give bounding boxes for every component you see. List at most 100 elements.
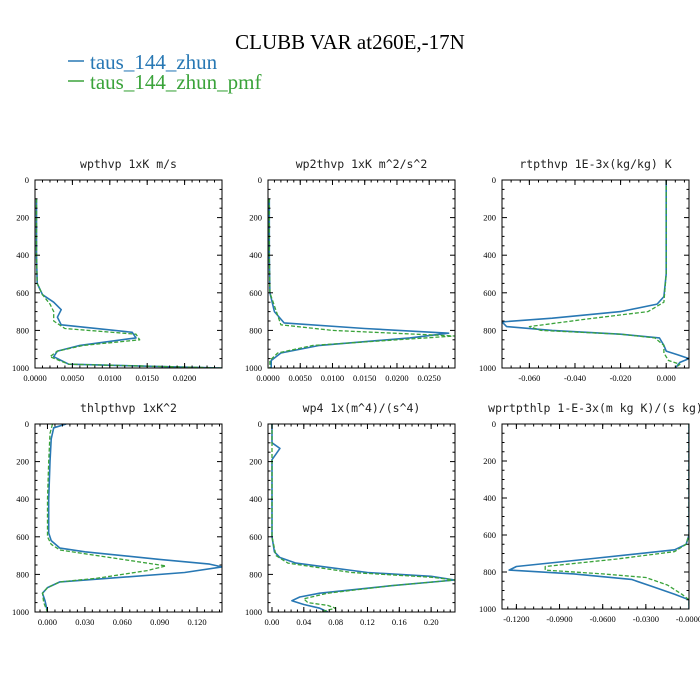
y-tick-label: 800	[483, 567, 496, 577]
panel-title: wprtpthlp 1-E-3x(m kg K)/(s kg)	[488, 401, 700, 415]
x-tick-label: 0.0100	[321, 373, 344, 383]
legend-label-1: taus_144_zhun	[90, 50, 218, 74]
panel-title: wpthvp 1xK m/s	[80, 157, 177, 171]
y-tick-label: 200	[249, 457, 262, 467]
series-line-1	[41, 424, 222, 612]
y-tick-label: 800	[16, 569, 29, 579]
y-tick-label: 800	[483, 325, 496, 335]
x-tick-label: 0.0000	[23, 373, 46, 383]
legend-label-2: taus_144_zhun_pmf	[90, 70, 261, 94]
y-tick-label: 400	[16, 250, 29, 260]
series-line-2	[544, 424, 689, 609]
y-tick-label: 600	[16, 288, 29, 298]
x-tick-label: -0.0900	[546, 614, 572, 624]
panel-3: rtpthvp 1E-3x(kg/kg) K 0 200 400 600 800 1000 -…	[479, 157, 690, 383]
y-tick-label: 200	[483, 213, 496, 223]
panel-title: wp4 1x(m^4)/(s^4)	[303, 401, 421, 415]
plot-frame	[34, 179, 223, 369]
y-tick-label: 600	[249, 532, 262, 542]
y-tick-label: 0	[25, 419, 29, 429]
y-tick-label: 600	[483, 530, 496, 540]
x-tick-label: 0.00	[265, 617, 280, 627]
y-tick-label: 200	[483, 456, 496, 466]
x-tick-label: 0.120	[188, 617, 207, 627]
series-line-1	[508, 424, 689, 609]
panel-2: wp2thvp 1xK m^2/s^2020040060080010000.00…	[245, 157, 456, 383]
x-tick-label: -0.0000	[676, 614, 700, 624]
x-tick-label: 0.04	[296, 617, 312, 627]
y-tick-label: 1000	[245, 363, 262, 373]
y-tick-label: 0	[258, 419, 262, 429]
panel-title: wp2thvp 1xK m^2/s^2	[296, 157, 428, 171]
x-tick-label: 0.0150	[353, 373, 376, 383]
y-tick-label: 600	[249, 288, 262, 298]
x-tick-label: -0.020	[610, 373, 632, 383]
x-tick-label: -0.0600	[590, 614, 616, 624]
y-tick-label: 1000	[479, 363, 496, 373]
y-tick-label: 600	[16, 532, 29, 542]
y-tick-label: 1000	[12, 363, 29, 373]
plot-frame	[267, 179, 456, 369]
y-tick-label: 400	[483, 250, 496, 260]
y-tick-label: 1000	[479, 604, 496, 614]
x-tick-label: 0.090	[150, 617, 169, 627]
plot-frame	[501, 423, 690, 610]
y-tick-label: 200	[249, 213, 262, 223]
x-tick-label: 0.0050	[61, 373, 84, 383]
y-tick-label: 1000	[12, 607, 29, 617]
x-tick-label: 0.0200	[385, 373, 408, 383]
y-tick-label: 1000	[245, 607, 262, 617]
series-line-2	[35, 198, 222, 368]
x-tick-label: 0.030	[75, 617, 94, 627]
x-tick-label: 0.0200	[173, 373, 196, 383]
y-tick-label: 400	[249, 250, 262, 260]
y-tick-label: 800	[249, 325, 262, 335]
legend: taus_144_zhun taus_144_zhun_pmf	[68, 50, 261, 94]
x-tick-label: 0.000	[38, 617, 57, 627]
panel-6: wprtpthlp 1-E-3x(m kg K)/(s kg) 0 200 400 60…	[479, 401, 700, 624]
series-line-2	[528, 180, 681, 368]
y-tick-label: 400	[483, 493, 496, 503]
y-tick-label: 200	[16, 457, 29, 467]
y-tick-label: 0	[492, 419, 496, 429]
x-tick-label: 0.08	[328, 617, 343, 627]
x-tick-label: 0.0100	[98, 373, 121, 383]
y-tick-label: 0	[258, 175, 262, 185]
x-tick-label: 0.000	[657, 373, 676, 383]
series-line-2	[268, 198, 455, 368]
x-tick-label: 0.0050	[289, 373, 312, 383]
series-line-1	[35, 198, 222, 368]
x-tick-label: -0.040	[564, 373, 586, 383]
y-tick-label: 800	[249, 569, 262, 579]
plot-frame	[34, 423, 223, 613]
x-tick-label: 0.20	[424, 617, 439, 627]
figure-title: CLUBB VAR at260E,-17N	[235, 30, 465, 54]
x-tick-label: -0.0300	[633, 614, 659, 624]
x-tick-label: 0.0250	[418, 373, 441, 383]
panel-title: rtpthvp 1E-3x(kg/kg) K	[519, 157, 671, 171]
series-line-1	[502, 180, 689, 368]
y-tick-label: 0	[492, 175, 496, 185]
x-tick-label: 0.0150	[136, 373, 159, 383]
x-tick-label: -0.060	[518, 373, 540, 383]
x-tick-label: -0.1200	[503, 614, 529, 624]
plot-frame	[267, 423, 456, 613]
y-tick-label: 600	[483, 288, 496, 298]
y-tick-label: 200	[16, 213, 29, 223]
y-tick-label: 0	[25, 175, 29, 185]
series-line-2	[271, 424, 455, 612]
panel-4: thlpthvp 1xK^2 0 200 400 600 800 1000 0.000 0.03…	[12, 401, 223, 627]
y-tick-label: 400	[16, 494, 29, 504]
x-tick-label: 0.12	[360, 617, 375, 627]
panel-title: thlpthvp 1xK^2	[80, 401, 177, 415]
x-tick-label: 0.0000	[256, 373, 279, 383]
y-tick-label: 800	[16, 325, 29, 335]
x-tick-label: 0.060	[113, 617, 132, 627]
y-tick-label: 400	[249, 494, 262, 504]
series-line-2	[41, 424, 167, 612]
series-line-1	[271, 424, 455, 612]
